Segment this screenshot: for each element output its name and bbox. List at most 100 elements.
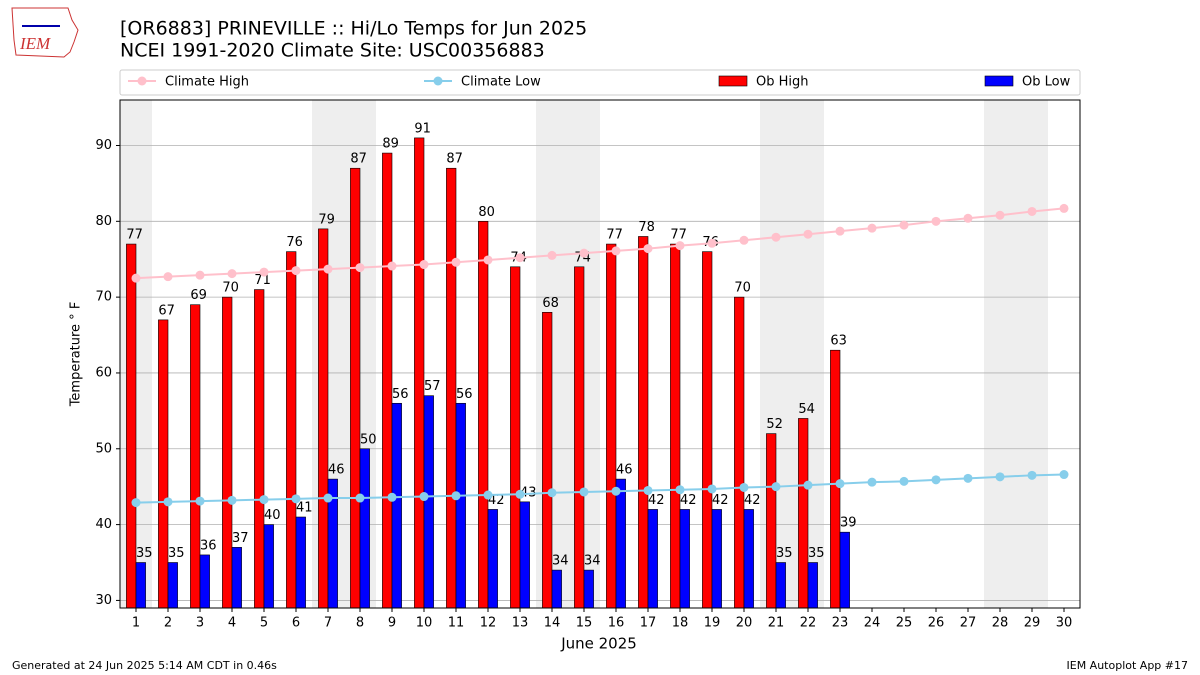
line-point: [131, 498, 141, 508]
data-label: 37: [232, 531, 249, 546]
logo-outline: [11, 7, 79, 58]
line-point: [227, 269, 237, 279]
y-tick-label: 30: [95, 593, 112, 608]
data-label: 46: [328, 463, 345, 478]
bar: [702, 251, 713, 609]
line-point: [739, 482, 749, 492]
bar: [542, 311, 553, 609]
bar: [414, 137, 425, 609]
line-point: [739, 235, 749, 245]
bar: [775, 562, 786, 609]
bar: [295, 516, 306, 609]
bar: [286, 251, 297, 609]
data-label: 76: [286, 235, 303, 250]
line-point: [771, 482, 781, 492]
data-label: 91: [414, 121, 431, 136]
data-label: 56: [456, 387, 473, 402]
y-tick-label: 60: [95, 365, 112, 380]
legend-swatch: [984, 75, 1014, 87]
line-point: [355, 493, 365, 503]
chart-title: [OR6883] PRINEVILLE :: Hi/Lo Temps for J…: [120, 18, 587, 40]
line-point: [579, 248, 589, 258]
x-tick-label: 29: [1024, 616, 1041, 631]
line-point: [611, 246, 621, 256]
bar: [135, 562, 146, 609]
line-point: [451, 257, 461, 267]
x-tick-label: 18: [672, 616, 689, 631]
line-point: [259, 267, 269, 277]
data-label: 57: [424, 379, 441, 394]
data-label: 34: [584, 554, 601, 569]
bar: [382, 152, 393, 609]
line-point: [227, 495, 237, 505]
data-label: 42: [680, 493, 697, 508]
data-label: 87: [350, 152, 367, 167]
bar: [606, 243, 617, 609]
data-label: 69: [190, 288, 207, 303]
data-label: 67: [158, 303, 175, 318]
weekend-shade: [1016, 100, 1048, 608]
line-point: [483, 490, 493, 500]
bar: [647, 509, 658, 609]
line-point: [387, 261, 397, 271]
bar: [222, 296, 233, 609]
bar: [574, 266, 585, 609]
x-tick-label: 24: [864, 616, 881, 631]
bar: [711, 509, 722, 609]
data-label: 39: [840, 516, 857, 531]
y-tick-label: 40: [95, 517, 112, 532]
y-tick-label: 90: [95, 138, 112, 153]
y-tick-label: 80: [95, 214, 112, 229]
weekend-shade: [984, 100, 1016, 608]
line-point: [899, 220, 909, 230]
line-point: [707, 238, 717, 248]
x-tick-label: 1: [132, 616, 140, 631]
bar: [318, 228, 329, 609]
data-label: 70: [222, 281, 239, 296]
logo-text: IEM: [19, 34, 51, 53]
line-point: [515, 253, 525, 263]
x-tick-label: 4: [228, 616, 236, 631]
chart-subtitle: NCEI 1991-2020 Climate Site: USC00356883: [120, 40, 545, 62]
plot-frame: [119, 99, 1081, 609]
bar: [254, 289, 265, 609]
data-label: 71: [254, 273, 271, 288]
bar: [167, 562, 178, 609]
line-point: [579, 487, 589, 497]
line-point: [163, 272, 173, 282]
x-tick-label: 17: [640, 616, 657, 631]
x-tick-label: 2: [164, 616, 172, 631]
line-point: [995, 210, 1005, 220]
data-label: 52: [766, 417, 783, 432]
bar: [478, 221, 489, 609]
data-label: 77: [126, 228, 143, 243]
bar: [423, 395, 434, 609]
x-tick-label: 8: [356, 616, 364, 631]
x-tick-label: 21: [768, 616, 785, 631]
data-label: 42: [648, 493, 665, 508]
x-tick-label: 23: [832, 616, 849, 631]
line-point: [547, 488, 557, 498]
bar: [670, 243, 681, 609]
bar: [679, 509, 690, 609]
bar: [190, 304, 201, 609]
line-point: [323, 493, 333, 503]
legend-marker: [433, 76, 443, 86]
x-tick-label: 3: [196, 616, 204, 631]
line-point: [675, 485, 685, 495]
line-point: [291, 494, 301, 504]
line-point: [707, 484, 717, 494]
x-tick-label: 20: [736, 616, 753, 631]
data-label: 54: [798, 402, 815, 417]
bar: [766, 433, 777, 609]
line-point: [323, 264, 333, 274]
bar: [446, 167, 457, 609]
x-tick-label: 5: [260, 616, 268, 631]
bar: [350, 167, 361, 609]
line-point: [867, 477, 877, 487]
x-tick-label: 26: [928, 616, 945, 631]
line-point: [387, 492, 397, 502]
legend-label: Ob Low: [1022, 75, 1071, 90]
data-label: 35: [168, 546, 185, 561]
